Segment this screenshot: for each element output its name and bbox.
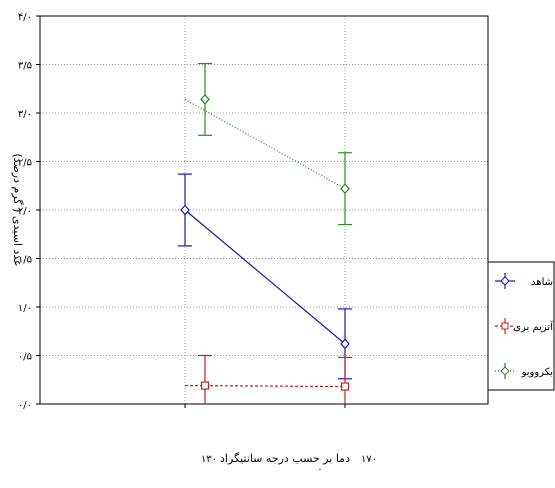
point-2-1 (340, 183, 350, 195)
legend-frame (487, 261, 555, 391)
point-1-1 (340, 382, 350, 391)
x-ticks: ۱۳۰ ۱۷۰ (184, 404, 377, 465)
point-0-0 (180, 204, 190, 216)
y-tick-label-1: ۰/۵ (18, 352, 32, 363)
x-axis-label: دما بر حسب درجه سانتیگراد (220, 452, 350, 465)
series-2 (184, 62, 352, 226)
legend-label-0: شاهد (531, 277, 553, 288)
y-ticks: ۰/۰ ۰/۵ ۱/۰ ۱/۵ ۲/۰ ۲/۵ ۳/۰ ۳/۵ ۴/۰ (18, 12, 40, 411)
y-tick-label-2: ۱/۰ (18, 303, 32, 314)
y-tick-label-8: ۴/۰ (18, 12, 32, 23)
legend-marker-0 (500, 276, 510, 286)
x-tick-label-1: ۱۷۰ (361, 454, 377, 465)
x-tick-label-0: ۱۳۰ (201, 454, 217, 465)
legend-marker-1 (501, 322, 509, 330)
legend-marker-2 (500, 366, 510, 376)
series-line-2 (184, 98, 346, 190)
point-1-0 (200, 381, 210, 390)
y-tick-label-0: ۰/۰ (18, 400, 32, 411)
series-1 (184, 354, 352, 404)
y-tick-label-6: ۳/۰ (18, 109, 32, 120)
series-0 (178, 173, 352, 380)
series-line-0 (184, 209, 346, 345)
series-group (178, 62, 352, 404)
footer-mark: . (318, 462, 321, 473)
y-tick-label-4: ۲/۰ (18, 206, 32, 217)
point-2-0 (200, 94, 210, 105)
y-tick-label-3: ۱/۵ (18, 255, 32, 266)
legend: شاهد آنزیم بری بکرووبو (495, 273, 554, 379)
y-axis-label: عدد اسیدی ( گرم درصد) (11, 153, 24, 266)
y-tick-label-7: ۳/۵ (18, 61, 32, 72)
legend-label-1: آنزیم بری (513, 320, 554, 333)
series-line-1 (184, 384, 346, 388)
legend-label-2: بکرووبو (521, 367, 553, 378)
y-tick-label-5: ۲/۵ (18, 158, 32, 169)
point-0-1 (340, 338, 350, 350)
